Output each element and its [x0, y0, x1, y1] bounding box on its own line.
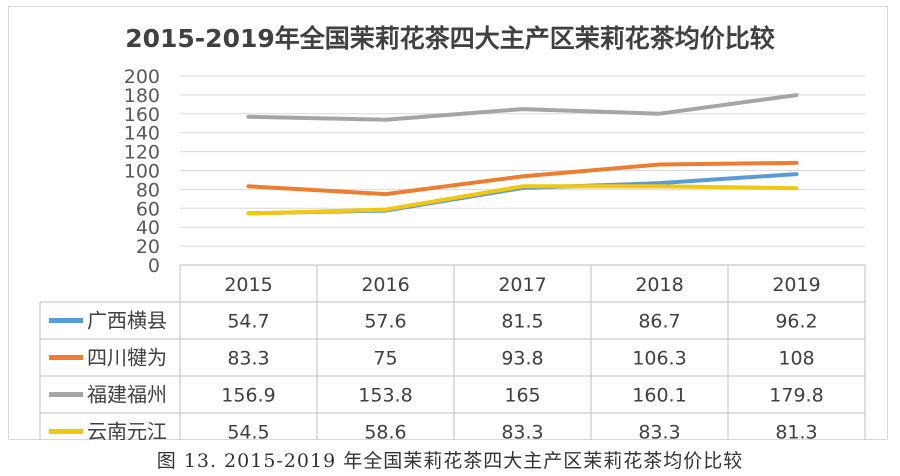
- legend-label: 四川犍为: [87, 346, 167, 370]
- series-line: [246, 160, 799, 197]
- data-label: 57.6: [364, 311, 406, 333]
- gridlines: [180, 75, 865, 266]
- legend-label: 福建福州: [87, 383, 167, 407]
- y-tick-label: 160: [124, 104, 160, 126]
- y-tick-label: 0: [148, 255, 160, 277]
- y-tick-label: 80: [136, 179, 160, 201]
- series-line: [246, 93, 799, 122]
- y-tick-label: 140: [124, 123, 160, 145]
- data-label: 93.8: [501, 348, 543, 370]
- x-tick-label: 2015: [224, 274, 272, 296]
- data-label: 156.9: [221, 385, 275, 407]
- data-label: 54.5: [227, 422, 269, 441]
- data-label: 153.8: [358, 385, 412, 407]
- y-tick-label: 100: [124, 161, 160, 183]
- data-label: 179.8: [769, 385, 823, 407]
- data-label: 81.3: [775, 422, 817, 441]
- data-label: 83.3: [638, 422, 680, 441]
- data-label: 58.6: [364, 422, 406, 441]
- y-tick-label: 20: [136, 236, 160, 258]
- chart-canvas: 2015-2019年全国茉莉花茶四大主产区茉莉花茶均价比较 0204060801…: [39, 24, 866, 441]
- data-label: 83.3: [227, 348, 269, 370]
- legend-label: 云南元江: [87, 420, 167, 441]
- series-line: [246, 172, 799, 216]
- y-tick-label: 180: [124, 85, 160, 107]
- series-line: [246, 184, 799, 216]
- data-table: 2015 2016 2017 2018 2019 广西横县 54.7 57.6 81.5 86.7…: [39, 264, 866, 441]
- data-label: 108: [778, 348, 814, 370]
- data-label: 96.2: [775, 311, 817, 333]
- x-tick-label: 2018: [635, 274, 683, 296]
- data-label: 75: [373, 348, 397, 370]
- chart-title: 2015-2019年全国茉莉花茶四大主产区茉莉花茶均价比较: [125, 24, 775, 53]
- x-tick-label: 2016: [361, 274, 409, 296]
- x-tick-label: 2019: [772, 274, 820, 296]
- y-tick-label: 120: [124, 142, 160, 164]
- y-tick-label: 40: [136, 217, 160, 239]
- data-label: 160.1: [632, 385, 686, 407]
- x-tick-label: 2017: [498, 274, 546, 296]
- y-tick-label: 60: [136, 198, 160, 220]
- legend-label: 广西横县: [87, 309, 167, 333]
- data-label: 81.5: [501, 311, 543, 333]
- y-tick-label: 200: [124, 66, 160, 88]
- data-label: 83.3: [501, 422, 543, 441]
- data-label: 86.7: [638, 311, 680, 333]
- chart-frame: [8, 6, 888, 440]
- data-label: 106.3: [632, 348, 686, 370]
- figure-caption: 图 13. 2015-2019 年全国茉莉花茶四大主产区茉莉花茶均价比较: [156, 450, 744, 472]
- data-label: 54.7: [227, 311, 269, 333]
- data-label: 165: [504, 385, 540, 407]
- series-lines: [246, 93, 799, 216]
